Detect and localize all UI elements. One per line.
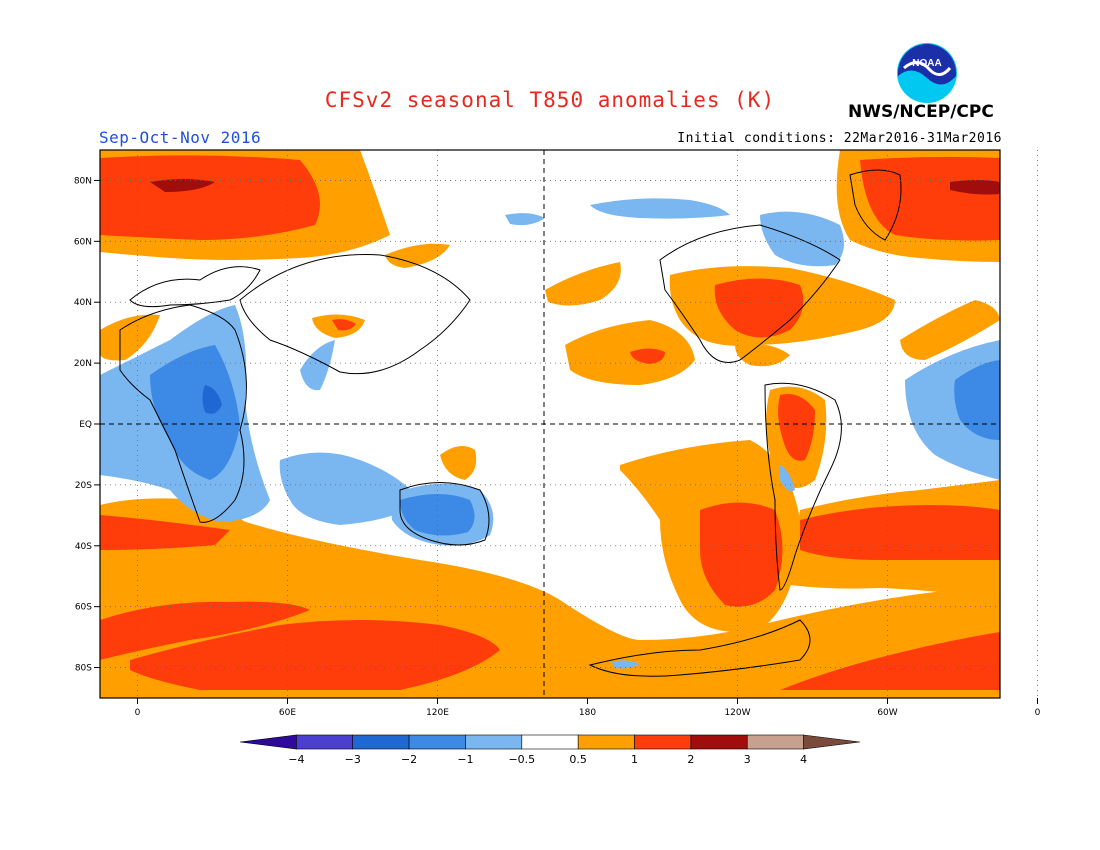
colorbar-segment <box>352 734 410 750</box>
logo-text: NOAA <box>912 58 941 69</box>
anomaly-region-andes-blue <box>780 465 795 492</box>
initial-conditions-label: Initial conditions: 22Mar2016-31Mar2016 <box>677 131 1002 146</box>
coastline-south-america <box>764 382 842 591</box>
lat-label: 80S <box>75 664 92 674</box>
season-label: Sep-Oct-Nov 2016 <box>99 128 262 147</box>
lat-label: EQ <box>79 420 92 430</box>
lon-label: 60E <box>279 708 296 718</box>
colorbar-tick-label: −0.5 <box>508 753 535 766</box>
coastlines <box>119 169 902 677</box>
anomaly-region-iberia-orange <box>100 314 160 361</box>
colorbar-tick-label: 0.5 <box>569 753 587 766</box>
colorbar-segment <box>634 734 692 750</box>
lon-label: 120E <box>426 708 449 718</box>
colorbar-segment <box>577 734 635 750</box>
lat-label: 60S <box>75 603 92 613</box>
colorbar-tick-label: 1 <box>631 753 638 766</box>
anomaly-region-southeast-pacific-red <box>700 502 783 607</box>
lon-label: 0 <box>135 708 141 718</box>
anomaly-region-siberia-blue <box>505 213 545 226</box>
anomaly-region-south-atlantic-red <box>800 505 1000 560</box>
anomaly-region-canada-blue <box>760 211 844 267</box>
anomaly-region-bering-orange <box>385 243 450 268</box>
lat-label: 20S <box>75 481 92 491</box>
anomaly-region-southern-ocean-red-west <box>100 601 310 660</box>
lat-label: 80N <box>74 176 92 186</box>
lon-label: 0 <box>1035 708 1041 718</box>
colorbar-tick-label: −3 <box>345 753 361 766</box>
anomaly-region-new-guinea-orange <box>440 446 477 480</box>
anomaly-region-arctic-atlantic-darkred-east <box>950 180 1000 195</box>
lat-label: 20N <box>74 359 92 369</box>
lon-label: 60W <box>877 708 897 718</box>
colorbar-segment <box>296 734 354 750</box>
colorbar-segment <box>465 734 523 750</box>
anomaly-region-arabian-sea-blue <box>300 340 335 391</box>
coastline-north-america <box>659 224 841 363</box>
coastline-europe <box>129 266 261 308</box>
coastline-greenland <box>849 169 902 241</box>
anomaly-region-southern-ocean-red-indian <box>130 620 500 690</box>
anomaly-region-us-red <box>714 278 804 338</box>
anomaly-region-atlantic-blue-medium <box>954 360 1000 440</box>
colorbar-segment <box>408 734 466 750</box>
anomaly-region-hawaii-red <box>630 348 665 364</box>
colorbar-tick-label: −4 <box>288 753 304 766</box>
lat-label: 40S <box>75 542 92 552</box>
anomaly-region-northeast-atlantic-orange <box>900 300 1000 360</box>
lat-label: 40N <box>74 298 92 308</box>
colorbar-arrow-high <box>803 734 861 750</box>
colorbar-tick-label: 3 <box>744 753 751 766</box>
colorbar-segment <box>746 734 804 750</box>
lon-label: 180 <box>579 708 596 718</box>
anomaly-region-gulf-orange <box>735 343 790 367</box>
colorbar-tick-label: 2 <box>687 753 694 766</box>
anomaly-region-southern-ocean-red-east <box>780 632 1000 690</box>
longitude-labels: 0 60E 120E 180 120W 60W 0 <box>135 698 1041 718</box>
anomaly-region-indian-ocean-blue <box>279 452 420 525</box>
colorbar-tick-label: −2 <box>401 753 417 766</box>
noaa-logo: NOAA <box>897 43 957 103</box>
colorbar-arrow-low <box>239 734 297 750</box>
gridlines <box>100 150 1038 698</box>
anomaly-region-arctic-blue <box>590 198 730 219</box>
anomaly-region-australia-blue-medium <box>400 494 475 536</box>
lon-label: 120W <box>724 708 750 718</box>
colorbar-tick-label: 4 <box>800 753 807 766</box>
anomaly-region-tibet-red <box>332 319 356 331</box>
anomaly-region-arctic-europe-red-west <box>100 155 320 240</box>
coastline-antarctica <box>588 619 811 677</box>
coastline-africa <box>119 304 247 523</box>
anomaly-region-amazon-red <box>778 394 815 461</box>
anomaly-region-antarctic-blue <box>612 660 640 669</box>
colorbar-segment <box>690 734 748 750</box>
coastline-australia <box>399 482 490 546</box>
anomaly-region-africa-blue-dark <box>202 385 222 414</box>
latitude-labels: 80N 60N 40N 20N EQ 20S 40S 60S 80S <box>74 176 100 674</box>
colorbar-tick-label: −1 <box>457 753 473 766</box>
anomaly-region-north-pacific-orange <box>565 320 695 385</box>
anomaly-region-arctic-europe-darkred-west <box>150 179 215 192</box>
coastline-asia <box>239 254 471 375</box>
agency-label: NWS/NCEP/CPC <box>848 102 994 122</box>
anomaly-region-aleutian-orange <box>545 262 621 306</box>
anomaly-region-africa-blue-medium <box>150 345 240 480</box>
lat-label: 60N <box>74 237 92 247</box>
chart-title: CFSv2 seasonal T850 anomalies (K) <box>324 88 776 112</box>
colorbar-segment <box>521 734 579 750</box>
anomaly-region-south-indian-red <box>100 515 230 550</box>
